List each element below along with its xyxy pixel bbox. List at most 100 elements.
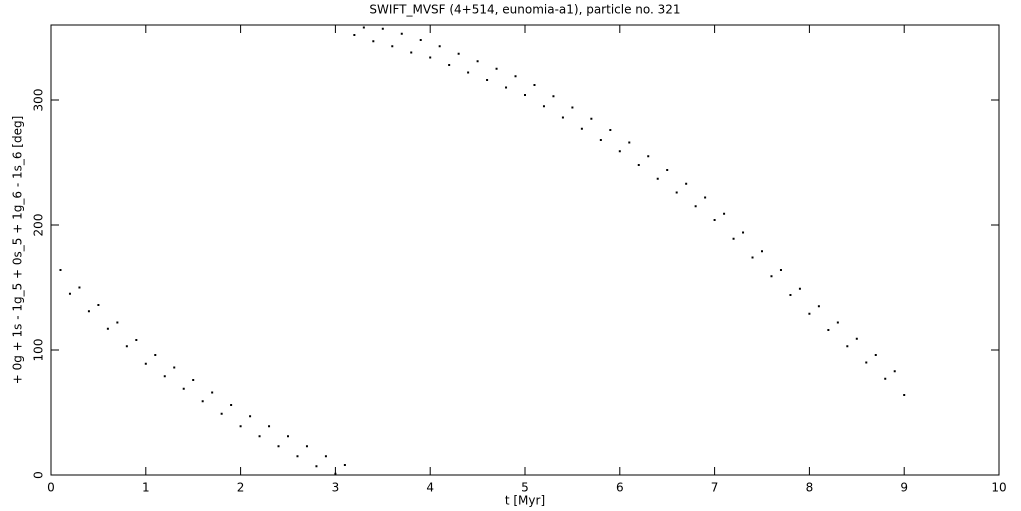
x-axis-label: t [Myr] [505,494,545,508]
data-point [542,105,545,108]
data-point [751,256,754,259]
x-tick-label: 5 [521,481,529,495]
data-point [723,212,726,215]
x-tick-label: 2 [237,481,245,495]
data-point [647,155,650,158]
data-point [580,127,583,130]
data-point [533,84,536,86]
data-point [713,219,716,221]
data-point [173,366,176,369]
data-point [514,75,517,78]
data-point [438,45,441,48]
data-point [201,400,204,403]
data-point [476,60,479,63]
x-tick-label: 0 [47,481,55,495]
data-point [125,345,128,348]
data-point [277,445,280,448]
data-point [486,79,489,81]
x-tick-label: 1 [142,481,150,495]
x-tick-label: 7 [711,481,719,495]
data-point [599,139,602,141]
data-point [495,67,498,70]
data-point [571,106,574,109]
data-point [552,95,555,98]
data-point [315,465,318,468]
data-point [144,362,147,365]
data-point [410,51,413,54]
data-point [334,472,337,475]
x-tick-label: 6 [616,481,624,495]
data-point [287,435,289,438]
data-point [296,455,299,458]
data-point [505,86,508,89]
data-point [362,26,365,29]
data-point [704,196,707,199]
data-point [78,286,81,289]
data-point [230,404,233,406]
data-point [353,34,356,36]
data-point [211,391,214,394]
data-point [817,305,820,308]
data-point [893,370,896,373]
data-point [400,32,403,35]
data-point [846,345,849,348]
data-point [628,141,631,144]
data-point [637,164,640,166]
data-point [761,250,763,253]
data-point [609,129,612,131]
data-point [903,394,906,396]
data-point [182,387,185,390]
data-point [343,464,346,466]
data-point [884,377,887,380]
data-point [381,27,384,30]
y-tick-label: 100 [32,339,46,362]
data-point [874,354,877,356]
x-tick-label: 9 [900,481,908,495]
data-point [106,327,109,330]
data-point [249,415,252,418]
data-point [135,339,138,341]
data-point [372,40,375,43]
data-point [258,435,261,438]
data-point [675,191,678,194]
x-tick-label: 4 [426,481,434,495]
data-point [779,269,782,271]
data-point [457,52,460,55]
data-point [163,375,166,378]
data-point [239,425,242,428]
data-point [561,116,564,119]
data-point [429,56,432,59]
x-tick-label: 8 [806,481,814,495]
data-point [770,275,773,278]
y-axis-label: + 0g + 1s - 1g_5 + 0s_5 + 1g_6 - 1s_6 [d… [11,116,25,385]
data-point [618,150,621,153]
data-point [305,445,308,448]
chart-title: SWIFT_MVSF (4+514, eunomia-a1), particle… [369,3,680,17]
data-point [798,287,801,290]
data-point [268,425,271,428]
data-point [855,337,858,340]
data-point [685,182,688,185]
data-point [694,205,697,208]
data-point [192,379,195,381]
x-tick-label: 10 [991,481,1006,495]
data-point [808,312,811,315]
y-tick-label: 0 [32,471,46,479]
data-point [836,321,839,324]
data-point [467,71,470,74]
x-tick-label: 3 [332,481,340,495]
data-point [666,169,669,171]
data-point [59,269,62,271]
data-point [590,117,593,120]
data-point [742,231,745,234]
data-point [391,45,394,48]
data-point [732,237,735,240]
plot-frame [50,24,1000,476]
data-point [789,294,792,296]
data-point [656,177,659,180]
y-tick-label: 300 [32,89,46,112]
data-point [827,329,830,331]
data-point [419,39,422,41]
data-point [97,304,100,306]
